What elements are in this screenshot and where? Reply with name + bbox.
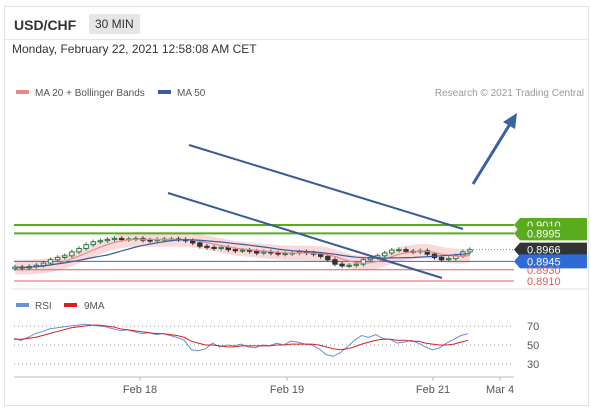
candle [396,247,402,253]
svg-text:0.8995: 0.8995 [527,228,561,240]
rsi-ma-legend-label: 9MA [84,301,105,312]
candle [147,237,153,243]
rsi-level-label: 30 [527,359,539,371]
candle [381,250,388,259]
svg-text:0.8930: 0.8930 [527,265,561,277]
widget-header: USD/CHF 30 MIN [5,7,588,40]
candle [197,240,203,249]
chart-datetime: Monday, February 22, 2021 12:58:08 AM CE… [12,42,257,56]
candle [360,257,367,267]
candle [47,257,54,266]
price-tag-0.8966: 0.8966 [514,242,587,257]
ma20-legend-swatch [16,90,29,94]
rsi-legend-swatch [16,303,29,307]
x-axis: Feb 18 Feb 19 Feb 21 Mar 4 [123,377,514,396]
rsi-level-label: 50 [527,340,539,352]
ma50-legend-swatch [158,90,171,94]
candle [97,238,104,245]
x-tick-label: Feb 21 [416,384,450,396]
channel-lower-line [167,192,443,279]
rsi-level-label: 70 [527,321,539,333]
rsi-ma-line [14,324,469,351]
price-tag-0.8930: 0.8930 [527,265,561,277]
candle [325,254,331,262]
price-tag-0.8945: 0.8945 [514,254,587,269]
candle [104,237,111,243]
price-tag-0.8910: 0.8910 [527,276,561,288]
ma20-legend-label: MA 20 + Bollinger Bands [35,88,145,99]
chart-widget: USD/CHF 30 MIN [4,6,589,406]
candle [211,245,217,251]
price-tag-0.8995: 0.8995 [514,226,587,241]
candle [389,247,395,256]
candle [54,255,61,262]
rsi-line [13,323,469,357]
candle [282,251,288,257]
rsi-panel: 70 50 30 [13,321,539,371]
svg-text:0.8910: 0.8910 [527,276,561,288]
credit-label: Research © 2021 Trading Central [435,88,584,99]
ma50-line [14,239,471,269]
timeframe-button[interactable]: 30 MIN [89,14,140,34]
x-tick-label: Feb 18 [123,384,157,396]
candle [69,249,75,259]
candle [62,253,68,260]
candle [339,261,345,269]
x-tick-label: Feb 19 [270,384,304,396]
ma50-legend-label: MA 50 [177,88,206,99]
rsi-legend-label: RSI [35,301,52,312]
candle [332,257,338,267]
svg-text:0.8966: 0.8966 [527,245,561,257]
x-tick-label: Mar 4 [486,384,514,396]
candle [204,244,210,250]
ma20-line [14,238,471,269]
candle [445,256,452,262]
channel-upper-line [188,144,464,230]
symbol-label: USD/CHF [14,17,77,33]
candle [346,263,352,269]
forecast-arrow [471,113,517,185]
svg-text:0.8945: 0.8945 [527,256,561,268]
moving-averages [14,238,471,269]
candle [90,239,96,247]
price-levels [14,224,514,282]
candle [467,247,473,255]
candle [275,250,281,257]
candle [111,236,118,242]
rsi-ma-legend-swatch [64,303,77,307]
candle [76,246,82,255]
candle [83,242,89,251]
